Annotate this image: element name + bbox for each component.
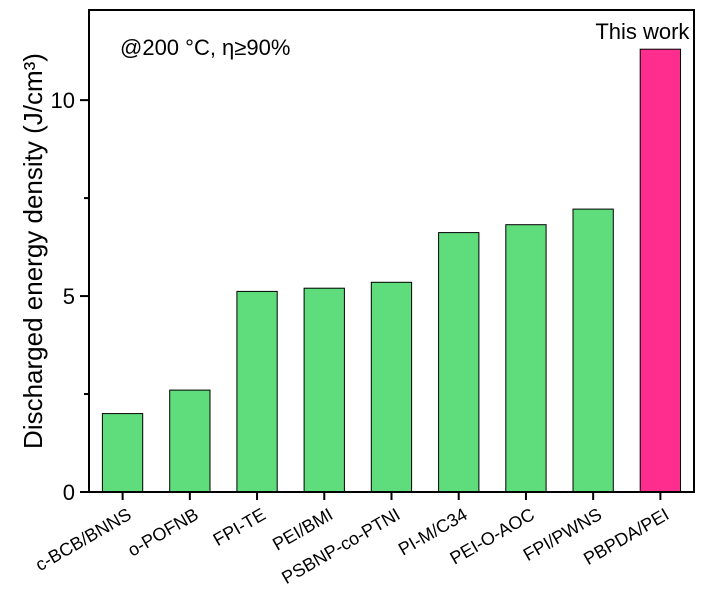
- x-tick-label: o-POFNB: [124, 504, 202, 560]
- y-axis-label: Discharged energy density (J/cm³): [18, 53, 48, 449]
- bar-psbnp-co-ptni: [370, 281, 413, 493]
- x-tick-label: c-BCB/BNNS: [32, 504, 135, 575]
- bar-pei-bmi: [303, 287, 345, 493]
- y-tick-label: 0: [63, 480, 75, 505]
- bar-c-bcb-bnns: [101, 413, 144, 493]
- bars-group: [101, 48, 682, 493]
- bar-pi-m-c34: [438, 232, 480, 493]
- bar-pbpda-pei: [639, 48, 682, 493]
- bar-fpi-pwns: [572, 208, 614, 493]
- bar-pei-o-aoc: [505, 224, 547, 493]
- bar-fpi-te: [236, 290, 278, 493]
- x-tick-label: FPI-TE: [210, 504, 269, 550]
- y-tick-label: 5: [63, 284, 75, 309]
- bar-o-pofnb: [169, 389, 211, 493]
- condition-label: @200 °C, η≥90%: [120, 35, 290, 60]
- x-tick-label: PSBNP-co-PTNI: [278, 504, 403, 588]
- this-work-annotation: This work: [595, 19, 690, 44]
- y-tick-label: 10: [51, 88, 75, 113]
